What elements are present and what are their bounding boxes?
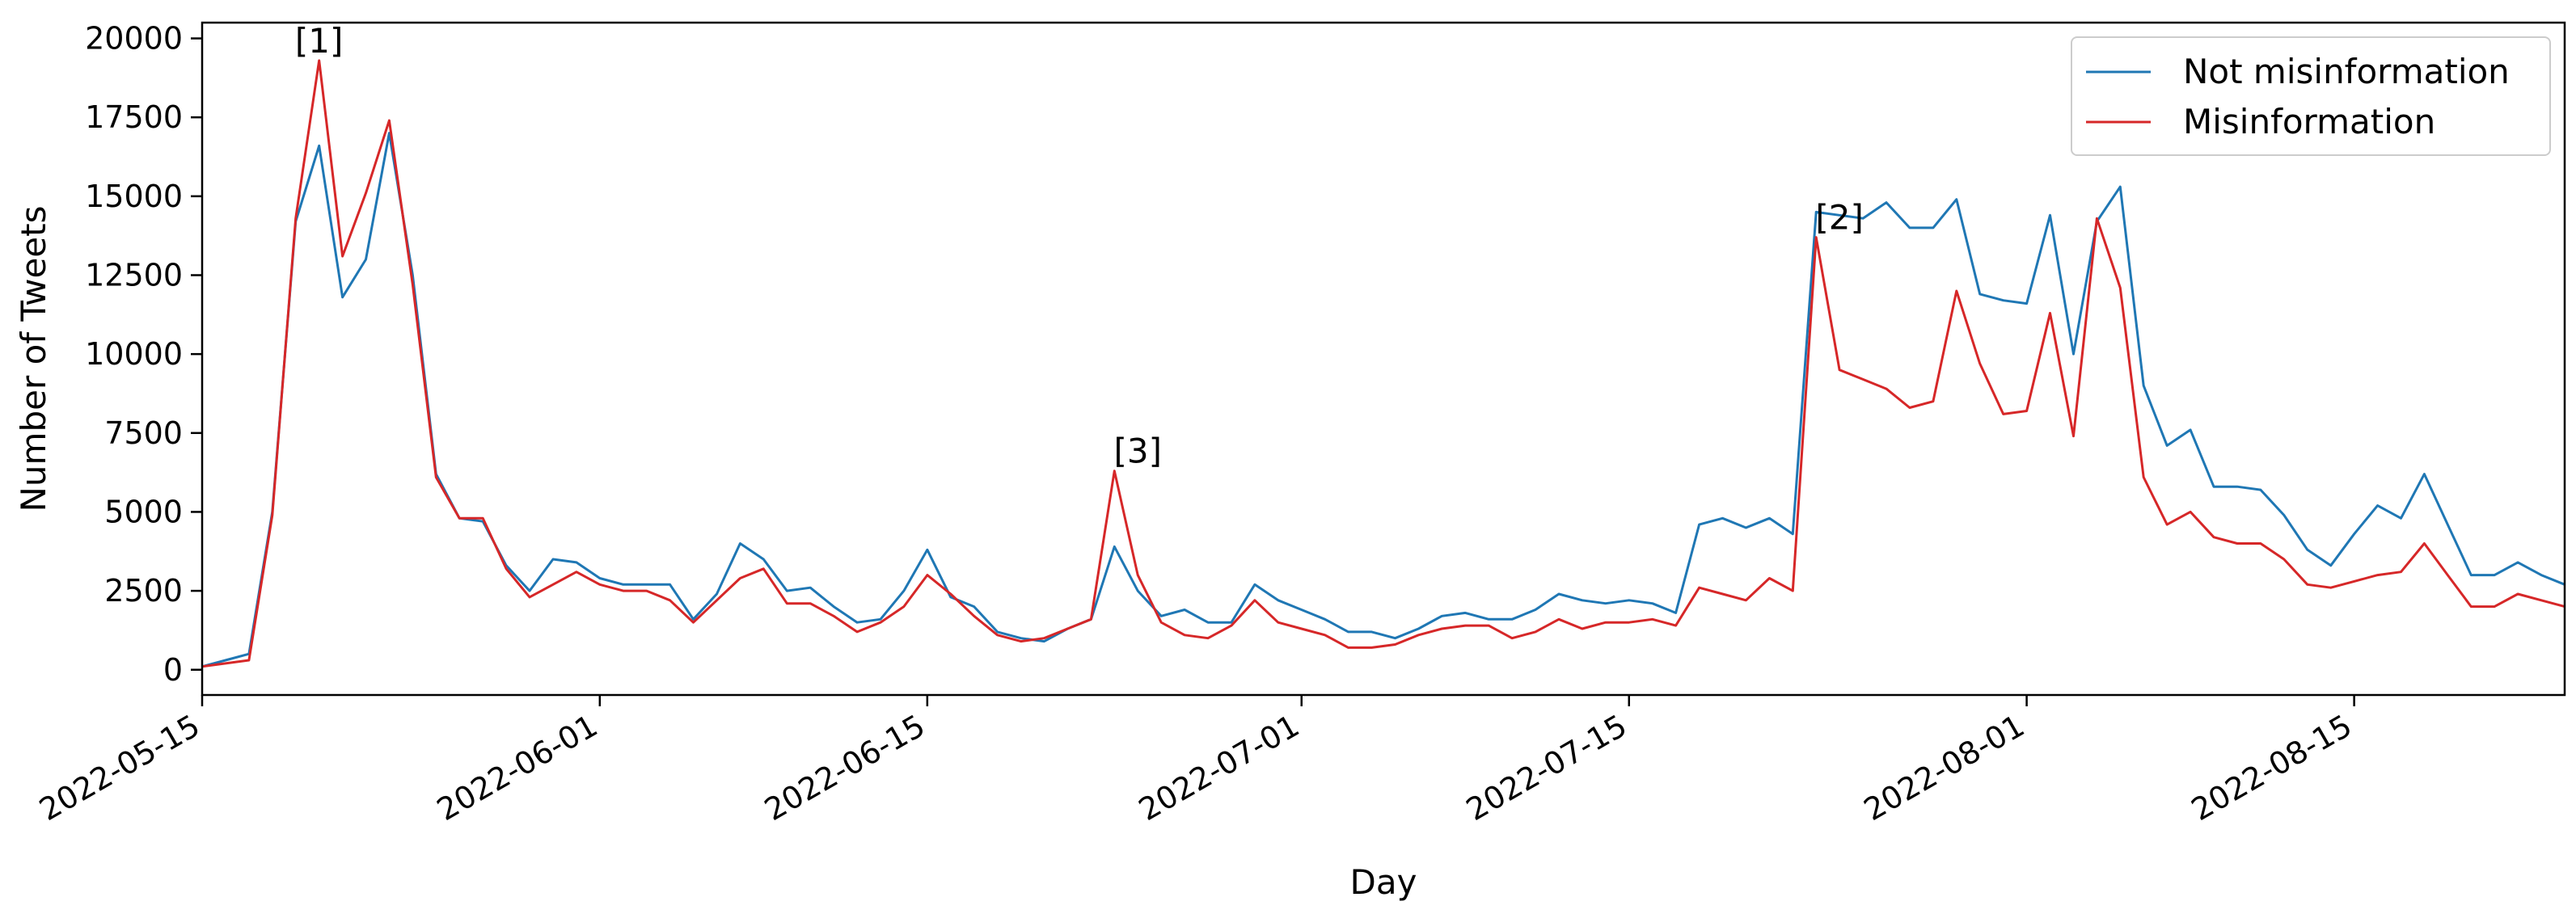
series-line-not-misinformation [201, 132, 2565, 668]
plot-lines [201, 59, 2565, 668]
annotation-label: [3] [1113, 432, 1162, 471]
annotation-label: [1] [295, 21, 344, 61]
legend: Not misinformation Misinformation [2071, 36, 2551, 156]
y-tick-label: 7500 [104, 415, 183, 451]
legend-label-misinformation: Misinformation [2183, 102, 2435, 141]
y-tick-label: 15000 [85, 179, 183, 214]
x-tick-label: 2022-05-15 [33, 708, 205, 828]
legend-label-not-misinformation: Not misinformation [2183, 52, 2510, 91]
y-tick-label: 17500 [85, 99, 183, 135]
y-axis-label: Number of Tweets [14, 206, 53, 512]
plot-frame [201, 21, 2566, 697]
x-axis-label: Day [1350, 862, 1417, 902]
y-axis: 0 2500 5000 7500 10000 12500 15000 17500 20000 [85, 21, 202, 688]
annotations: [1] [3] [2] [295, 21, 1864, 471]
y-tick-label: 5000 [104, 494, 183, 529]
y-tick-label: 10000 [85, 336, 183, 372]
annotation-label: [2] [1815, 198, 1864, 238]
series-line-misinformation [201, 59, 2565, 668]
x-tick-label: 2022-08-01 [1858, 708, 2030, 828]
x-tick-label: 2022-07-15 [1460, 708, 1632, 828]
y-tick-label: 20000 [85, 21, 183, 57]
x-tick-label: 2022-08-15 [2185, 708, 2358, 828]
x-tick-label: 2022-06-15 [758, 708, 931, 828]
y-tick-label: 0 [163, 652, 183, 688]
x-axis: 2022-05-15 2022-06-01 2022-06-15 2022-07-01… [33, 695, 2358, 828]
y-tick-label: 12500 [85, 257, 183, 293]
x-tick-label: 2022-07-01 [1133, 708, 1305, 828]
legend-box [2071, 36, 2551, 156]
y-tick-label: 2500 [104, 573, 183, 609]
x-tick-label: 2022-06-01 [431, 708, 603, 828]
